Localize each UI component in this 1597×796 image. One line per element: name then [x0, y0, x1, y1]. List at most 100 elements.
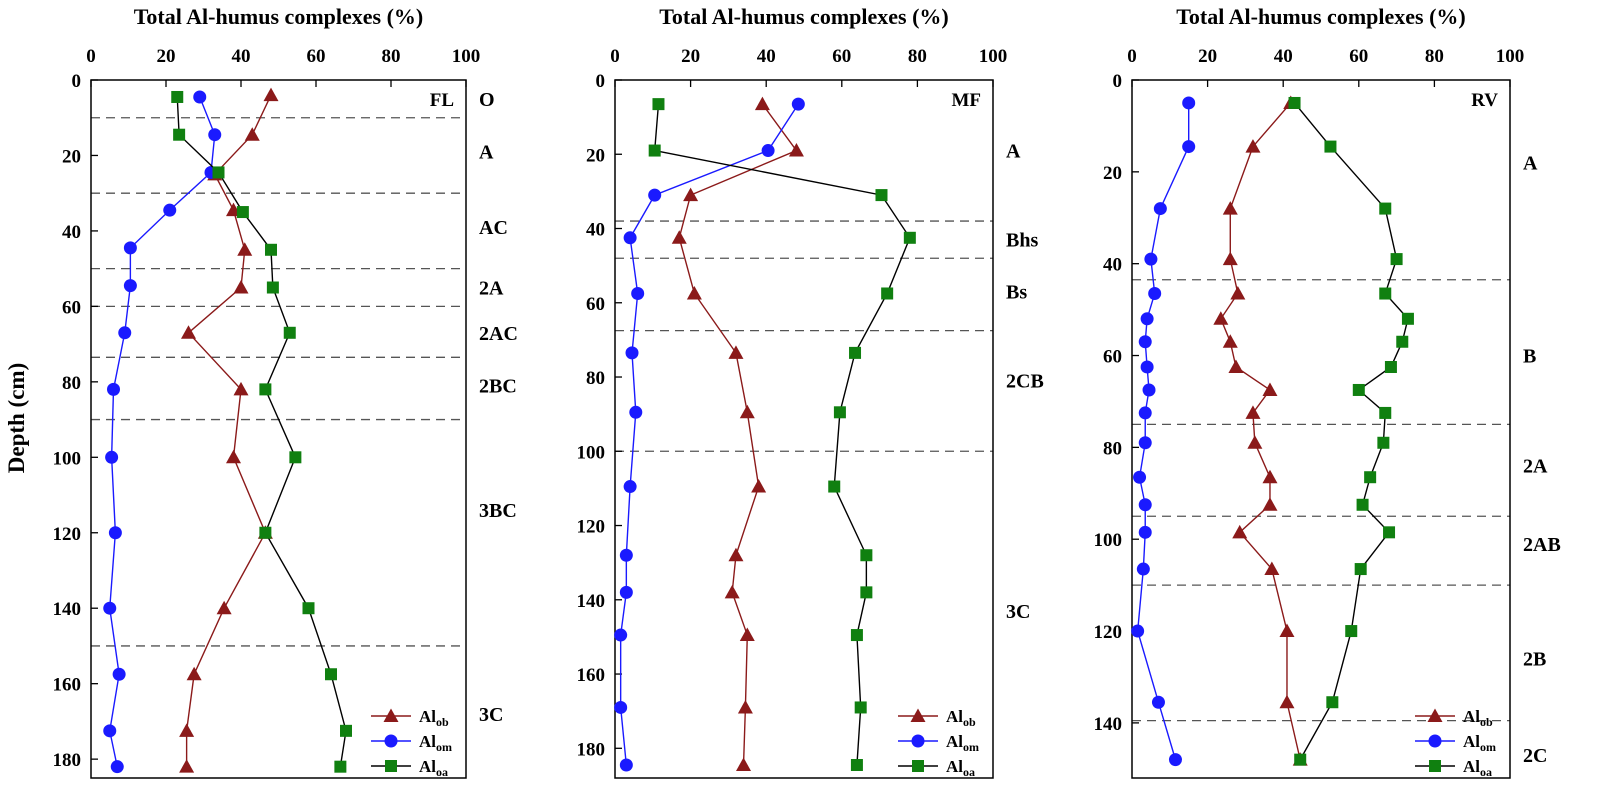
- data-point-alob: [216, 600, 232, 615]
- horizon-label: Bhs: [1006, 230, 1038, 252]
- legend-label: Alob: [946, 707, 976, 729]
- data-point-alom: [1142, 383, 1156, 397]
- data-point-alom: [1148, 287, 1162, 301]
- data-point-aloa: [1294, 753, 1307, 766]
- data-point-aloa: [266, 281, 279, 294]
- legend-label-main: Al: [946, 707, 963, 726]
- chart-title: Total Al-humus complexes (%): [1176, 4, 1465, 29]
- data-point-aloa: [860, 586, 873, 599]
- data-point-alob: [1279, 623, 1295, 638]
- legend-marker-alom: [911, 734, 925, 748]
- data-point-alom: [1136, 562, 1150, 576]
- horizon-label: 2CB: [1006, 371, 1044, 393]
- y-tick-label: 100: [53, 448, 82, 469]
- data-point-aloa: [1390, 253, 1403, 266]
- legend-label-main: Al: [1463, 732, 1480, 751]
- data-point-alob: [181, 325, 196, 339]
- y-tick-label: 140: [53, 599, 82, 620]
- series-line-alom: [1136, 102, 1190, 760]
- data-point-alob: [226, 449, 241, 464]
- legend-marker-aloa: [912, 760, 924, 772]
- data-point-alom: [1153, 202, 1167, 216]
- data-point-alob: [728, 547, 744, 562]
- legend-marker-alob: [1427, 708, 1443, 722]
- data-point-alom: [1168, 753, 1182, 767]
- plot-frame: [1131, 79, 1511, 779]
- data-point-alom: [1138, 525, 1152, 539]
- legend-label: Alom: [419, 732, 452, 754]
- horizon-label: 2A: [479, 278, 504, 300]
- site-label: FL: [430, 90, 454, 111]
- x-tick-label: 80: [908, 46, 927, 67]
- data-point-alom: [112, 667, 126, 681]
- data-point-alob: [751, 479, 767, 493]
- data-point-alom: [614, 628, 628, 642]
- x-tick-label: 100: [1496, 46, 1525, 67]
- y-tick-label: 80: [586, 368, 605, 389]
- y-tick-label: 180: [577, 739, 606, 760]
- data-point-alom: [619, 585, 633, 599]
- x-tick-label: 60: [307, 46, 326, 67]
- x-tick-label: 100: [979, 46, 1008, 67]
- legend-label: Aloa: [946, 757, 975, 779]
- data-point-alom: [105, 450, 119, 464]
- legend-label-sub: oa: [963, 765, 975, 779]
- data-point-aloa: [1401, 312, 1414, 325]
- data-point-alob: [671, 230, 687, 244]
- data-point-alob: [1264, 561, 1280, 576]
- legend-label-main: Al: [419, 757, 436, 776]
- horizon-label: 3C: [1006, 601, 1030, 623]
- data-point-aloa: [850, 759, 863, 772]
- data-point-alom: [107, 382, 120, 396]
- data-point-alob: [683, 187, 699, 202]
- panel-MF: Total Al-humus complexes (%) 0 20 40 60 80 100…: [577, 4, 1044, 779]
- chart-title: Total Al-humus complexes (%): [659, 4, 948, 29]
- legend-label-main: Al: [1463, 707, 1480, 726]
- data-point-alob: [244, 127, 260, 141]
- legend-label-sub: om: [436, 740, 452, 754]
- data-point-alom: [1151, 695, 1165, 709]
- horizon-label: Bs: [1006, 282, 1027, 304]
- data-point-alob: [1232, 524, 1248, 539]
- data-point-alob: [1222, 201, 1238, 215]
- x-tick-label: 20: [1198, 46, 1217, 67]
- horizon-label: 2AB: [1523, 534, 1561, 556]
- legend-label: Alom: [1463, 732, 1496, 754]
- data-point-alom: [1140, 312, 1154, 326]
- series-line-alob: [1220, 102, 1301, 760]
- data-point-alob: [1230, 286, 1246, 300]
- data-point-alob: [1228, 359, 1244, 374]
- data-point-aloa: [860, 549, 873, 562]
- legend-label-sub: ob: [436, 715, 449, 729]
- data-point-alob: [724, 584, 740, 599]
- data-point-alom: [103, 601, 117, 615]
- legend-label: Alom: [946, 732, 979, 754]
- data-point-alom: [1138, 498, 1152, 512]
- horizon-label: 2A: [1523, 456, 1548, 478]
- x-tick-label: 40: [232, 46, 251, 67]
- data-point-alob: [1262, 382, 1278, 396]
- legend-label: Aloa: [1463, 757, 1492, 779]
- legend-label-sub: oa: [436, 765, 448, 779]
- data-point-alom: [118, 326, 132, 340]
- legend-marker-alom: [1428, 734, 1442, 748]
- legend-marker-alob: [383, 708, 399, 722]
- x-tick-label: 40: [757, 46, 776, 67]
- data-point-alom: [631, 286, 645, 300]
- data-point-aloa: [854, 701, 867, 714]
- data-point-alom: [1182, 140, 1196, 154]
- data-point-alom: [623, 480, 637, 494]
- data-point-alom: [1138, 335, 1152, 349]
- series-line-aloa: [653, 104, 911, 766]
- x-tick-label: 100: [452, 46, 481, 67]
- legend-label-main: Al: [419, 732, 436, 751]
- series-line-alom: [109, 96, 216, 767]
- data-point-aloa: [283, 326, 296, 339]
- y-tick-label: 120: [577, 517, 606, 538]
- figure-ylabel: Depth (cm): [4, 363, 29, 474]
- data-point-alob: [736, 757, 752, 772]
- x-tick-label: 0: [610, 46, 620, 67]
- data-point-aloa: [648, 144, 661, 157]
- data-point-alom: [193, 90, 207, 104]
- data-point-alob: [233, 381, 249, 396]
